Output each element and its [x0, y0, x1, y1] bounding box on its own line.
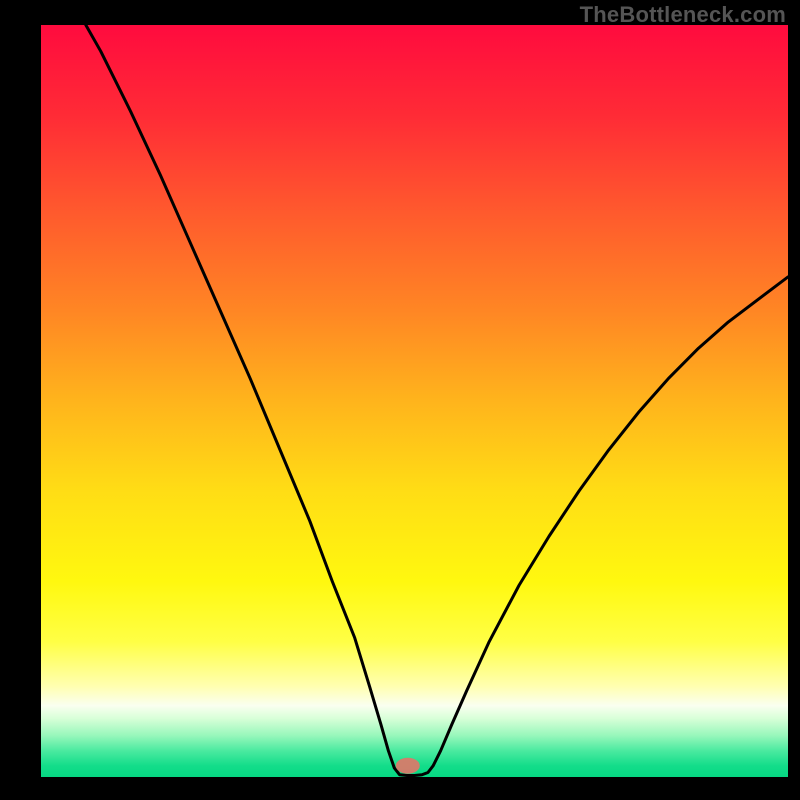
- watermark-text: TheBottleneck.com: [580, 2, 786, 28]
- chart-svg: [41, 25, 788, 777]
- plot-area: [41, 25, 788, 777]
- gradient-background: [41, 25, 788, 777]
- chart-frame: TheBottleneck.com: [0, 0, 800, 800]
- min-marker: [396, 758, 420, 774]
